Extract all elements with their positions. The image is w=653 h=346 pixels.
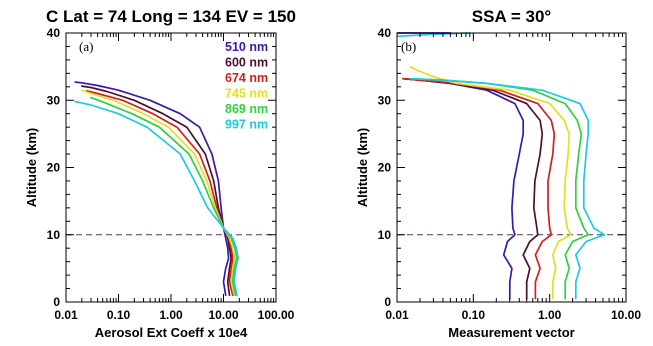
x-tick-label: 0.01	[54, 308, 78, 322]
x-tick-label: 10.00	[208, 308, 238, 322]
panel-b: SSA = 30° 0.01 0.10 1.00 10.00 0 10 20 30 40 Measu…	[355, 7, 641, 340]
series-line-674-nm	[86, 89, 234, 297]
y-tick-label: 40	[378, 26, 392, 40]
y-axis-label: Altitude (km)	[355, 128, 370, 207]
series-line-600-nm	[402, 77, 544, 300]
series-line-869-nm	[409, 77, 590, 300]
y-tick-label: 20	[47, 161, 61, 175]
legend-entry: 600 nm	[225, 56, 268, 70]
series-line-510-nm	[402, 77, 525, 300]
series-line-869-nm	[90, 96, 238, 297]
y-tick-label: 20	[378, 161, 392, 175]
series-line-997-nm	[409, 77, 606, 300]
x-axis-label: Aerosol Ext Coeff x 10e4	[95, 325, 248, 340]
series-line-674-nm	[402, 77, 556, 300]
series-line-745-nm	[80, 89, 236, 297]
series-line-997-nm	[74, 100, 239, 297]
plot-frame	[396, 32, 627, 303]
x-tick-label: 1.00	[159, 308, 183, 322]
y-tick-label: 0	[384, 295, 391, 309]
legend-entry: 869 nm	[225, 102, 268, 116]
legend-entry: 997 nm	[225, 118, 268, 132]
y-tick-label: 30	[378, 93, 392, 107]
x-tick-label: 0.10	[107, 308, 131, 322]
chart-title: SSA = 30°	[472, 7, 552, 26]
y-tick-label: 30	[47, 93, 61, 107]
panel-label: (b)	[401, 39, 416, 54]
series-line-600-nm	[80, 85, 233, 297]
x-tick-label: 10.00	[611, 308, 641, 322]
x-tick-label: 100.00	[258, 308, 295, 322]
y-axis-label: Altitude (km)	[24, 128, 39, 207]
y-tick-label: 40	[47, 26, 61, 40]
x-axis-label: Measurement vector	[448, 325, 574, 340]
y-tick-label: 10	[378, 228, 392, 242]
series-line-510-nm	[74, 81, 230, 297]
x-tick-label: 1.00	[538, 308, 562, 322]
series-line-745-nm	[409, 65, 572, 300]
series-group	[397, 32, 606, 300]
chart-title: C Lat = 74 Long = 134 EV = 150	[46, 7, 296, 26]
panel-a: C Lat = 74 Long = 134 EV = 150 0.01 0.10 1.…	[24, 7, 296, 340]
panel-label: (a)	[79, 39, 93, 54]
legend-entry: 510 nm	[225, 40, 268, 54]
y-tick-label: 0	[53, 295, 60, 309]
y-tick-label: 10	[47, 228, 61, 242]
legend-entry: 674 nm	[225, 71, 268, 85]
x-tick-label: 0.01	[385, 308, 409, 322]
legend-entry: 745 nm	[225, 87, 268, 101]
series-group	[74, 81, 239, 297]
x-tick-label: 0.10	[462, 308, 486, 322]
